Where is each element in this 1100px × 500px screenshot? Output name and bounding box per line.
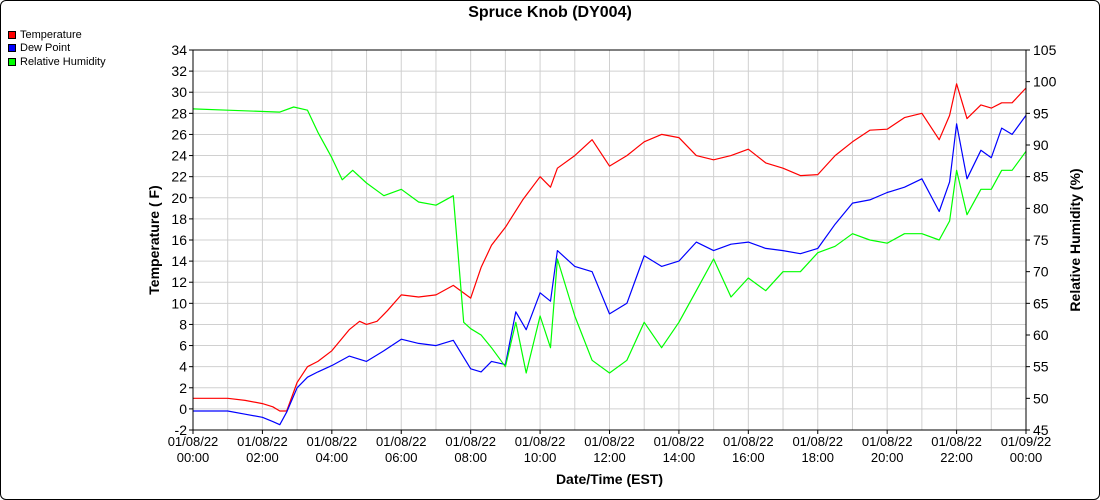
y-tick-label: 4 — [179, 359, 187, 375]
y-tick-label: 34 — [171, 42, 187, 58]
x-tick-label-time: 00:00 — [1010, 450, 1043, 465]
y2-tick-label: 80 — [1033, 200, 1049, 216]
y-tick-label: 18 — [171, 211, 187, 227]
legend-label-dew-point: Dew Point — [20, 42, 71, 55]
y2-tick-label: 70 — [1033, 264, 1049, 280]
y2-tick-label: 95 — [1033, 105, 1049, 121]
y-tick-label: 26 — [171, 126, 187, 142]
x-tick-label-time: 02:00 — [246, 450, 279, 465]
y-tick-label: 6 — [179, 338, 187, 354]
x-tick-label-time: 00:00 — [177, 450, 210, 465]
y-tick-label: 8 — [179, 316, 187, 332]
x-tick-label-time: 08:00 — [454, 450, 487, 465]
y-axis-title: Temperature ( F) — [146, 185, 162, 294]
series-lines — [192, 83, 1027, 426]
y2-axis-title: Relative Humidity (%) — [1067, 168, 1083, 311]
y-tick-label: 0 — [179, 401, 187, 417]
x-tick-label-date: 01/08/22 — [584, 434, 635, 449]
x-tick-label-time: 06:00 — [385, 450, 418, 465]
y2-tick-label: 85 — [1033, 169, 1049, 185]
legend-item-temperature: Temperature — [8, 28, 106, 42]
x-tick-label-date: 01/08/22 — [307, 434, 358, 449]
legend-swatch-dew-point — [8, 44, 16, 53]
x-tick-label-date: 01/08/22 — [168, 434, 219, 449]
y-tick-label: 12 — [171, 274, 187, 290]
x-tick-label-time: 14:00 — [663, 450, 696, 465]
x-tick-label-time: 04:00 — [316, 450, 349, 465]
y-tick-label: 10 — [171, 295, 187, 311]
x-tick-label-date: 01/09/22 — [1001, 434, 1052, 449]
x-tick-label-date: 01/08/22 — [654, 434, 705, 449]
y2-tick-label: 50 — [1033, 390, 1049, 406]
y2-tick-label: 105 — [1033, 42, 1057, 58]
x-tick-label-date: 01/08/22 — [376, 434, 427, 449]
y2-tick-label: 65 — [1033, 295, 1049, 311]
x-tick-label-time: 10:00 — [524, 450, 557, 465]
y2-tick-label: 60 — [1033, 327, 1049, 343]
y-tick-label: 20 — [171, 190, 187, 206]
series-line-relative-humidity — [192, 106, 1027, 374]
x-tick-label-date: 01/08/22 — [237, 434, 288, 449]
y-tick-label: 16 — [171, 232, 187, 248]
legend-label-temperature: Temperature — [20, 28, 82, 41]
x-tick-label-date: 01/08/22 — [445, 434, 496, 449]
grid — [189, 49, 1030, 434]
x-tick-labels: 01/08/2200:0001/08/2202:0001/08/2204:000… — [168, 434, 1052, 465]
y-tick-label: 2 — [179, 380, 187, 396]
y-tick-label: 32 — [171, 63, 187, 79]
y2-tick-labels: 45 50 55 60 65 70 75 80 85 90 95 100 105 — [1033, 42, 1057, 438]
legend-swatch-temperature — [8, 30, 16, 39]
legend: Temperature Dew Point Relative Humidity — [8, 28, 106, 69]
y2-tick-label: 45 — [1033, 422, 1049, 438]
plot-area-border — [192, 49, 1027, 431]
chart-title: Spruce Knob (DY004) — [468, 4, 632, 21]
y2-tick-label: 90 — [1033, 137, 1049, 153]
y-tick-label: 14 — [171, 253, 187, 269]
y2-tick-label: 75 — [1033, 232, 1049, 248]
x-tick-label-date: 01/08/22 — [792, 434, 843, 449]
y2-tick-label: 55 — [1033, 359, 1049, 375]
legend-label-relative-humidity: Relative Humidity — [20, 55, 106, 68]
y-tick-label: 24 — [171, 148, 187, 164]
x-tick-label-time: 20:00 — [871, 450, 904, 465]
legend-item-relative-humidity: Relative Humidity — [8, 55, 106, 69]
x-tick-label-date: 01/08/22 — [723, 434, 774, 449]
x-tick-label-time: 22:00 — [940, 450, 973, 465]
y-tick-label: 30 — [171, 84, 187, 100]
series-line-temperature — [193, 83, 1027, 412]
y2-tick-label: 100 — [1033, 74, 1057, 90]
x-tick-label-time: 18:00 — [801, 450, 834, 465]
legend-item-dew-point: Dew Point — [8, 42, 106, 56]
legend-swatch-relative-humidity — [8, 57, 16, 66]
series-line-dew-point — [193, 115, 1027, 426]
x-axis-title: Date/Time (EST) — [556, 471, 663, 487]
x-tick-label-time: 16:00 — [732, 450, 765, 465]
x-tick-label-date: 01/08/22 — [862, 434, 913, 449]
y-tick-label: 28 — [171, 105, 187, 121]
x-tick-label-date: 01/08/22 — [515, 434, 566, 449]
x-tick-label-date: 01/08/22 — [931, 434, 982, 449]
x-tick-label-time: 12:00 — [593, 450, 626, 465]
y-tick-label: -2 — [175, 422, 188, 438]
y-tick-label: 22 — [171, 169, 187, 185]
